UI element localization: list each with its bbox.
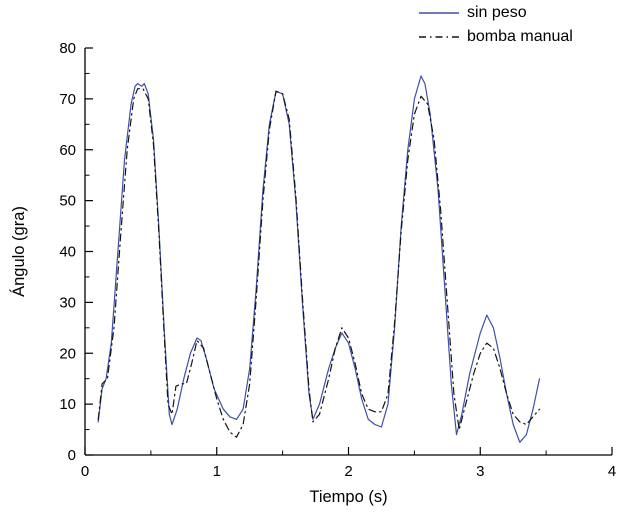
legend-item-bomba-manual: bomba manual <box>418 26 573 47</box>
legend-line-sample-bomba-manual <box>418 30 460 44</box>
y-axis-label: Ángulo (gra) <box>9 206 28 297</box>
legend-line-glyph <box>419 35 459 38</box>
legend-label-sin-peso: sin peso <box>467 3 527 21</box>
y-tick-label: 10 <box>59 396 76 413</box>
legend-line-glyph <box>419 11 459 14</box>
y-tick-label: 0 <box>68 447 76 464</box>
legend: sin peso bomba manual <box>418 2 573 47</box>
x-tick-label: 3 <box>476 463 484 480</box>
y-tick-label: 50 <box>59 193 76 210</box>
x-axis-label: Tiempo (s) <box>309 488 387 506</box>
y-tick-label: 80 <box>59 40 76 57</box>
x-tick-label: 0 <box>81 463 89 480</box>
x-tick-label: 4 <box>608 463 616 480</box>
y-tick-label: 60 <box>59 142 76 159</box>
x-tick-label: 2 <box>344 463 352 480</box>
y-tick-label: 20 <box>59 345 76 362</box>
y-tick-label: 40 <box>59 244 76 261</box>
x-tick-label: 1 <box>213 463 221 480</box>
legend-item-sin-peso: sin peso <box>418 2 573 23</box>
legend-label-bomba-manual: bomba manual <box>467 27 573 45</box>
y-tick-label: 70 <box>59 91 76 108</box>
series-line-0 <box>97 75 541 443</box>
legend-line-sample-sin-peso <box>418 6 460 20</box>
series-line-1 <box>97 88 541 438</box>
y-tick-label: 30 <box>59 294 76 311</box>
